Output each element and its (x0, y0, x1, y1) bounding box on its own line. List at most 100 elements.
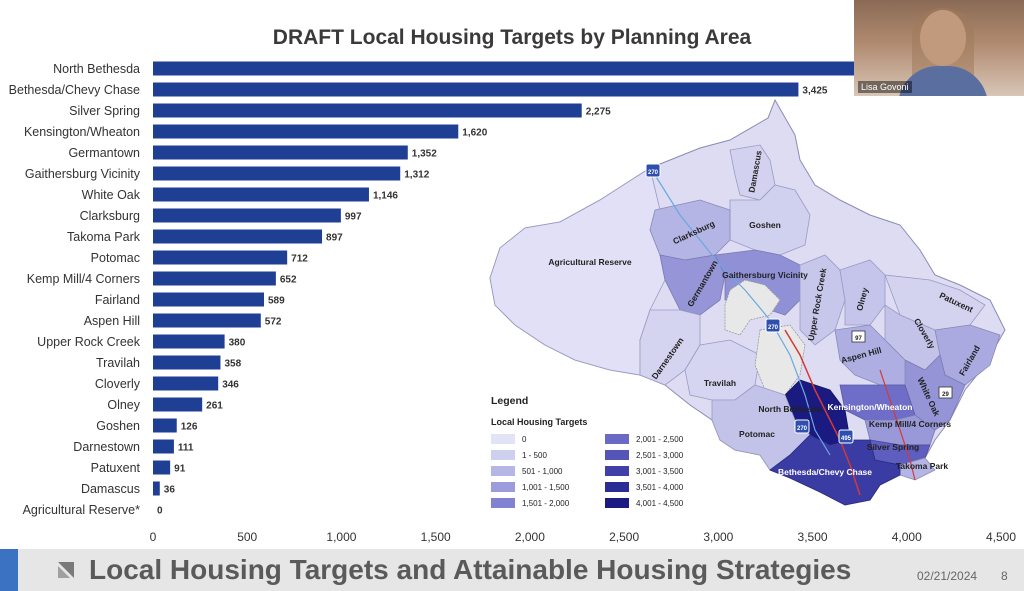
label-bethesda-chevy-chase: Bethesda/Chevy Chase (778, 467, 872, 477)
legend-label: 2,001 - 2,500 (636, 435, 684, 444)
category-label: Darnestown (73, 440, 140, 454)
label-agricultural-reserve: Agricultural Reserve (548, 257, 631, 267)
label-kensington-wheaton: Kensington/Wheaton (828, 402, 913, 412)
category-label: Potomac (91, 251, 140, 265)
x-tick-label: 0 (150, 530, 157, 544)
legend-label: 1,501 - 2,000 (522, 499, 570, 508)
legend-label: 4,001 - 4,500 (636, 499, 684, 508)
data-label: 1,312 (404, 170, 429, 181)
shield-label: 270 (648, 170, 659, 176)
category-label: Bethesda/Chevy Chase (9, 83, 140, 97)
area-germantown (659, 254, 726, 316)
x-tick-label: 4,500 (986, 530, 1016, 544)
category-label: Aspen Hill (84, 314, 140, 328)
label-north-bethesda: North Bethesda (758, 404, 822, 414)
x-tick-label: 500 (237, 530, 257, 544)
label-travilah: Travilah (704, 378, 736, 388)
category-label: Cloverly (95, 377, 141, 391)
x-tick-label: 2,500 (609, 530, 639, 544)
category-label: Damascus (81, 482, 140, 496)
bar (153, 334, 225, 349)
data-label: 126 (181, 422, 198, 433)
data-label: 0 (157, 506, 163, 517)
data-label: 380 (229, 338, 246, 349)
category-label: Silver Spring (69, 104, 140, 118)
chart-area: DRAFT Local Housing Targets by Planning … (9, 26, 1017, 544)
bar (153, 271, 276, 286)
legend-label: 1,001 - 1,500 (522, 483, 570, 492)
data-label: 712 (291, 254, 308, 265)
category-label: Upper Rock Creek (37, 335, 141, 349)
shield-label: 29 (942, 392, 949, 398)
bar (153, 187, 369, 202)
category-label: Germantown (68, 146, 140, 160)
bars: North Bethesda Bethesda/Chevy Chase 3,425 S… (9, 61, 1001, 517)
bar (153, 460, 171, 475)
area-gaithersburg-city (724, 279, 781, 336)
legend-swatch (491, 482, 515, 492)
bar (153, 418, 177, 433)
x-tick-label: 3,500 (798, 530, 828, 544)
bar (153, 355, 221, 370)
shield-label: 495 (841, 436, 852, 442)
road-red (784, 329, 861, 496)
interstate-shield-270-south: 270 (794, 419, 810, 434)
interstate-shield-495: 495 (838, 429, 854, 444)
legend-title: Legend (491, 395, 528, 407)
bar (153, 376, 219, 391)
legend-label: 2,501 - 3,000 (636, 451, 684, 460)
legend-swatch (605, 482, 629, 492)
shield-label: 97 (855, 336, 862, 342)
bar (153, 82, 799, 97)
legend-label: 3,001 - 3,500 (636, 467, 684, 476)
category-label: Fairland (95, 293, 140, 307)
data-label: 346 (222, 380, 239, 391)
category-label: Olney (107, 398, 140, 412)
data-label: 91 (174, 464, 186, 475)
legend-swatch (605, 450, 629, 460)
legend-subtitle: Local Housing Targets (491, 417, 587, 427)
legend-swatch (491, 450, 515, 460)
label-gaithersburg-vicinity: Gaithersburg Vicinity (722, 270, 808, 280)
legend-swatch (605, 498, 629, 508)
bar (153, 103, 582, 118)
interstate-shield-270-mid: 270 (765, 318, 781, 333)
category-label: Kemp Mill/4 Corners (27, 272, 140, 286)
bar (153, 166, 401, 181)
data-label: 652 (280, 275, 297, 286)
bar (153, 124, 459, 139)
category-label: Goshen (96, 419, 140, 433)
footer-date: 02/21/2024 (917, 569, 978, 583)
data-label: 572 (265, 317, 282, 328)
area-agricultural-reserve (489, 167, 666, 376)
area-bethesda-chevy-chase (769, 434, 901, 506)
category-label: Travilah (96, 356, 140, 370)
category-label: White Oak (82, 188, 141, 202)
route-shield-97: 97 (851, 330, 866, 343)
legend-label: 1 - 500 (522, 451, 547, 460)
bar (153, 439, 174, 454)
category-label: Gaithersburg Vicinity (25, 167, 141, 181)
legend-swatch (491, 498, 515, 508)
x-tick-label: 4,000 (892, 530, 922, 544)
bar (153, 250, 288, 265)
video-thumbnail: Lisa Govoni (854, 0, 1024, 96)
legend-label: 3,501 - 4,000 (636, 483, 684, 492)
bar (153, 208, 341, 223)
x-tick-label: 1,500 (421, 530, 451, 544)
legend-swatch (605, 466, 629, 476)
bar (153, 61, 1001, 76)
category-label: Kensington/Wheaton (24, 125, 140, 139)
chart-title: DRAFT Local Housing Targets by Planning … (273, 26, 752, 49)
label-goshen: Goshen (749, 220, 781, 230)
data-label: 111 (178, 443, 194, 454)
video-participant-name: Lisa Govoni (858, 81, 912, 93)
category-label: Clarksburg (80, 209, 140, 223)
bar (153, 397, 203, 412)
data-label: 36 (164, 485, 176, 496)
legend-swatch (605, 434, 629, 444)
road-i270 (654, 174, 831, 456)
data-label: 1,146 (373, 191, 398, 202)
data-label: 589 (268, 296, 285, 307)
footer-accent-bar (0, 549, 18, 591)
